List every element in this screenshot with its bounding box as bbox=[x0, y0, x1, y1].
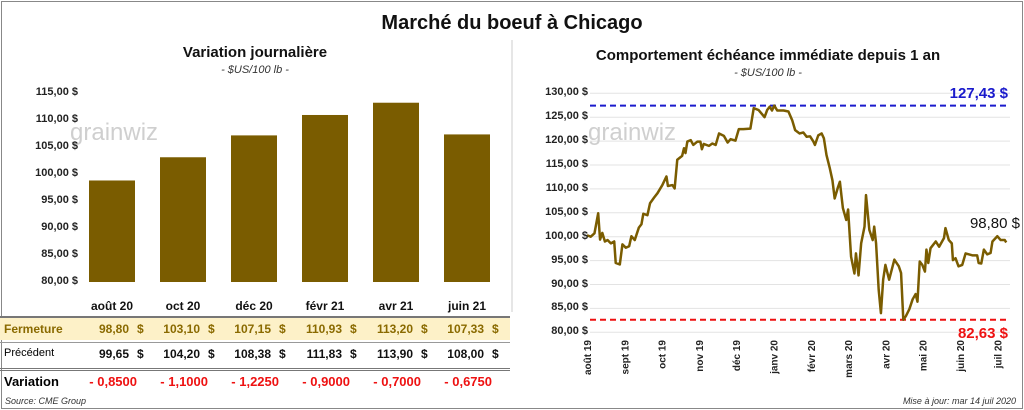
variation-value: - 1,2250 bbox=[231, 374, 279, 389]
variation-value: - 0,6750 bbox=[444, 374, 492, 389]
x-tick-label: janv 20 bbox=[770, 340, 781, 375]
y-tick-label: 110,00 $ bbox=[545, 181, 588, 194]
x-tick-label: août 19 bbox=[583, 340, 594, 375]
variation-value: - 0,9000 bbox=[302, 374, 350, 389]
currency-symbol: $ bbox=[137, 347, 144, 361]
y-tick-label: 130,00 $ bbox=[545, 86, 588, 99]
table-value: 104,20 bbox=[163, 347, 200, 361]
variation-row: Variation - 0,8500 - 1,1000 - 1,2250 - 0,90… bbox=[0, 368, 510, 393]
table-value: 107,33 bbox=[447, 322, 484, 336]
currency-symbol: $ bbox=[208, 322, 215, 336]
table-value: 108,38 bbox=[234, 347, 271, 361]
min-label: 82,63 $ bbox=[958, 325, 1009, 342]
row-label-precedent: Précédent bbox=[4, 347, 55, 359]
table-value: 113,90 bbox=[376, 347, 413, 361]
category-label: déc 20 bbox=[235, 299, 273, 313]
table-value: 110,93 bbox=[305, 322, 342, 336]
x-tick-label: juil 20 bbox=[993, 340, 1004, 370]
currency-symbol: $ bbox=[137, 322, 144, 336]
currency-symbol: $ bbox=[421, 347, 428, 361]
y-tick-label: 100,00 $ bbox=[35, 167, 78, 179]
precedent-row: Précédent 99,65 $104,20 $108,38 $111,83 $113… bbox=[0, 342, 510, 365]
update-note: Mise à jour: mar 14 juil 2020 bbox=[902, 396, 1016, 406]
category-label: août 20 bbox=[90, 299, 133, 313]
y-tick-label: 115,00 $ bbox=[545, 158, 588, 170]
y-tick-label: 90,00 $ bbox=[41, 221, 78, 233]
category-label: févr 21 bbox=[305, 299, 345, 313]
y-tick-label: 115,00 $ bbox=[35, 86, 78, 98]
table-value: 107,15 bbox=[234, 322, 271, 336]
currency-symbol: $ bbox=[208, 347, 215, 361]
left-chart-subtitle: - $US/100 lb - bbox=[221, 64, 289, 76]
table-value: 113,20 bbox=[376, 322, 413, 336]
currency-symbol: $ bbox=[279, 347, 286, 361]
currency-symbol: $ bbox=[350, 322, 357, 336]
right-chart-title: Comportement échéance immédiate depuis 1… bbox=[595, 47, 941, 64]
currency-symbol: $ bbox=[279, 322, 286, 336]
currency-symbol: $ bbox=[421, 322, 428, 336]
row-label-fermeture: Fermeture bbox=[4, 322, 63, 336]
left-chart-title: Variation journalière bbox=[182, 44, 328, 61]
x-tick-label: sept 19 bbox=[620, 340, 631, 375]
table-value: 108,00 bbox=[447, 347, 484, 361]
y-tick-label: 95,00 $ bbox=[551, 253, 588, 266]
y-tick-label: 95,00 $ bbox=[41, 194, 78, 206]
table-value: 99,65 bbox=[98, 347, 129, 361]
table-value: 98,80 bbox=[98, 322, 129, 336]
y-tick-label: 90,00 $ bbox=[551, 277, 588, 290]
y-tick-label: 80,00 $ bbox=[41, 275, 78, 287]
y-tick-label: 85,00 $ bbox=[551, 301, 588, 314]
bar bbox=[231, 135, 277, 282]
x-tick-label: avr 20 bbox=[881, 340, 892, 369]
right-chart-subtitle: - $US/100 lb - bbox=[734, 67, 802, 79]
source-note: Source: CME Group bbox=[5, 396, 87, 406]
x-tick-label: mars 20 bbox=[844, 340, 855, 378]
y-tick-label: 100,00 $ bbox=[545, 229, 588, 242]
y-tick-label: 120,00 $ bbox=[545, 134, 588, 147]
currency-symbol: $ bbox=[492, 322, 499, 336]
main-title: Marché du boeuf à Chicago bbox=[381, 12, 643, 34]
last-value-label: 98,80 $ bbox=[970, 215, 1021, 232]
bar bbox=[373, 102, 419, 282]
table-value: 103,10 bbox=[163, 322, 200, 336]
watermark-logo: grainwiz bbox=[70, 119, 158, 146]
category-label: avr 21 bbox=[378, 299, 414, 313]
bar bbox=[302, 114, 348, 282]
x-tick-label: mai 20 bbox=[919, 340, 930, 372]
y-tick-label: 105,00 $ bbox=[545, 205, 588, 218]
variation-value: - 1,1000 bbox=[160, 374, 208, 389]
bar bbox=[89, 180, 135, 282]
variation-value: - 0,7000 bbox=[373, 374, 421, 389]
x-tick-label: juin 20 bbox=[956, 340, 967, 373]
row-label-variation: Variation bbox=[4, 374, 59, 389]
x-tick-label: févr 20 bbox=[807, 340, 818, 373]
x-tick-label: déc 19 bbox=[732, 340, 743, 372]
y-tick-label: 105,00 $ bbox=[35, 140, 78, 152]
category-label: juin 21 bbox=[447, 299, 486, 313]
y-tick-label: 125,00 $ bbox=[545, 110, 588, 123]
bar bbox=[444, 134, 490, 282]
currency-symbol: $ bbox=[350, 347, 357, 361]
price-line bbox=[586, 104, 1008, 321]
fermeture-row: Fermeture 98,80 $103,10 $107,15 $110,93 $113… bbox=[0, 316, 510, 340]
max-label: 127,43 $ bbox=[950, 85, 1009, 102]
x-tick-label: nov 19 bbox=[695, 340, 706, 372]
y-tick-label: 110,00 $ bbox=[35, 113, 78, 125]
variation-value: - 0,8500 bbox=[89, 374, 137, 389]
bar bbox=[160, 157, 206, 282]
y-tick-label: 85,00 $ bbox=[41, 248, 78, 260]
watermark-logo: grainwiz bbox=[588, 119, 676, 146]
currency-symbol: $ bbox=[492, 347, 499, 361]
x-tick-label: oct 19 bbox=[658, 340, 669, 369]
y-tick-label: 80,00 $ bbox=[551, 325, 588, 338]
table-value: 111,83 bbox=[306, 347, 342, 361]
category-label: oct 20 bbox=[165, 299, 201, 313]
